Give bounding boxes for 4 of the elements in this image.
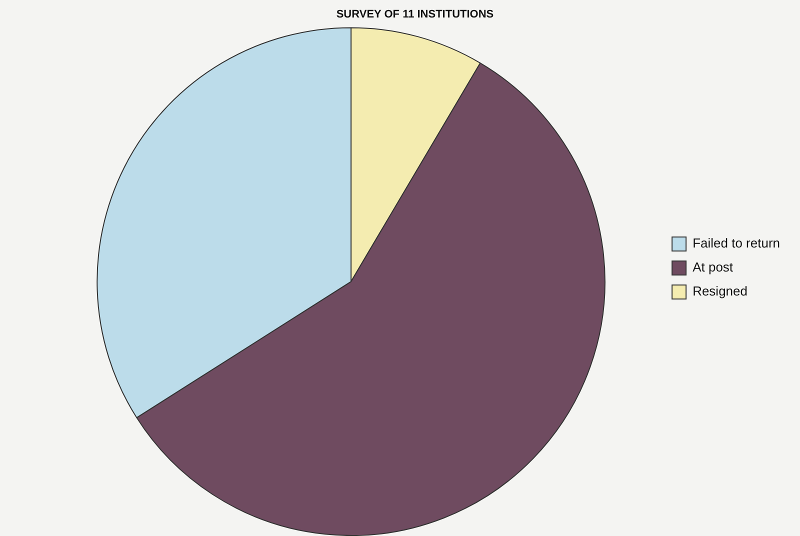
legend-label: Failed to return	[692, 236, 780, 251]
legend-label: At post	[692, 260, 734, 275]
legend-label: Resigned	[692, 284, 748, 299]
chart-title: SURVEY OF 11 INSTITUTIONS	[336, 8, 494, 21]
